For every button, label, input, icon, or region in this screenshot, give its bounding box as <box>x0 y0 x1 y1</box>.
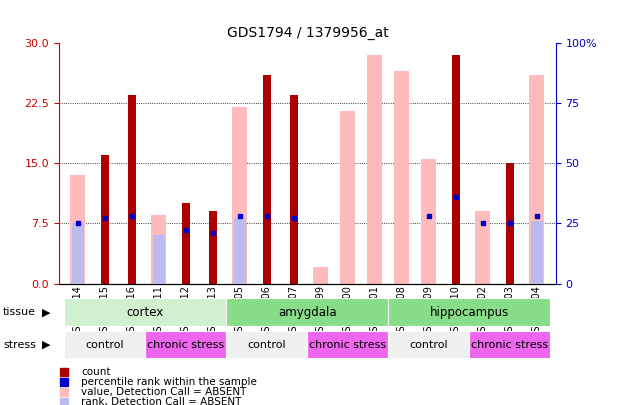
Text: count: count <box>81 367 111 377</box>
Bar <box>394 70 409 284</box>
Text: chronic stress: chronic stress <box>471 340 548 350</box>
Text: tissue: tissue <box>3 307 36 317</box>
Bar <box>227 331 307 358</box>
Text: control: control <box>248 340 286 350</box>
Bar <box>128 95 136 284</box>
Title: GDS1794 / 1379956_at: GDS1794 / 1379956_at <box>227 26 388 40</box>
Bar <box>290 95 298 284</box>
Bar <box>182 203 190 284</box>
Bar <box>531 221 543 284</box>
Bar <box>232 107 247 284</box>
Bar <box>153 235 165 284</box>
Text: value, Detection Call = ABSENT: value, Detection Call = ABSENT <box>81 387 247 397</box>
Bar <box>65 331 145 358</box>
Bar <box>506 163 514 284</box>
Bar <box>152 215 166 284</box>
Bar <box>65 298 227 326</box>
Text: amygdala: amygdala <box>278 306 337 319</box>
Bar <box>70 175 85 284</box>
Text: control: control <box>86 340 124 350</box>
Bar <box>530 75 545 284</box>
Text: hippocampus: hippocampus <box>430 306 509 319</box>
Bar <box>452 55 460 284</box>
Bar <box>72 223 84 284</box>
Text: rank, Detection Call = ABSENT: rank, Detection Call = ABSENT <box>81 397 242 405</box>
Text: ▶: ▶ <box>42 340 51 350</box>
Bar <box>314 267 329 284</box>
Bar <box>388 298 550 326</box>
Text: chronic stress: chronic stress <box>309 340 386 350</box>
Bar <box>227 298 388 326</box>
Bar <box>145 331 227 358</box>
Bar <box>476 211 491 284</box>
Bar <box>368 55 383 284</box>
Bar <box>263 75 271 284</box>
Text: ▶: ▶ <box>42 307 51 317</box>
Text: chronic stress: chronic stress <box>147 340 224 350</box>
Bar <box>307 331 388 358</box>
Text: percentile rank within the sample: percentile rank within the sample <box>81 377 257 387</box>
Text: stress: stress <box>3 340 36 350</box>
Bar <box>234 218 246 284</box>
Text: cortex: cortex <box>127 306 164 319</box>
Bar <box>340 111 355 284</box>
Bar <box>469 331 550 358</box>
Bar <box>388 331 469 358</box>
Bar <box>209 211 217 284</box>
Bar <box>101 155 109 284</box>
Bar <box>422 159 437 284</box>
Text: control: control <box>410 340 448 350</box>
